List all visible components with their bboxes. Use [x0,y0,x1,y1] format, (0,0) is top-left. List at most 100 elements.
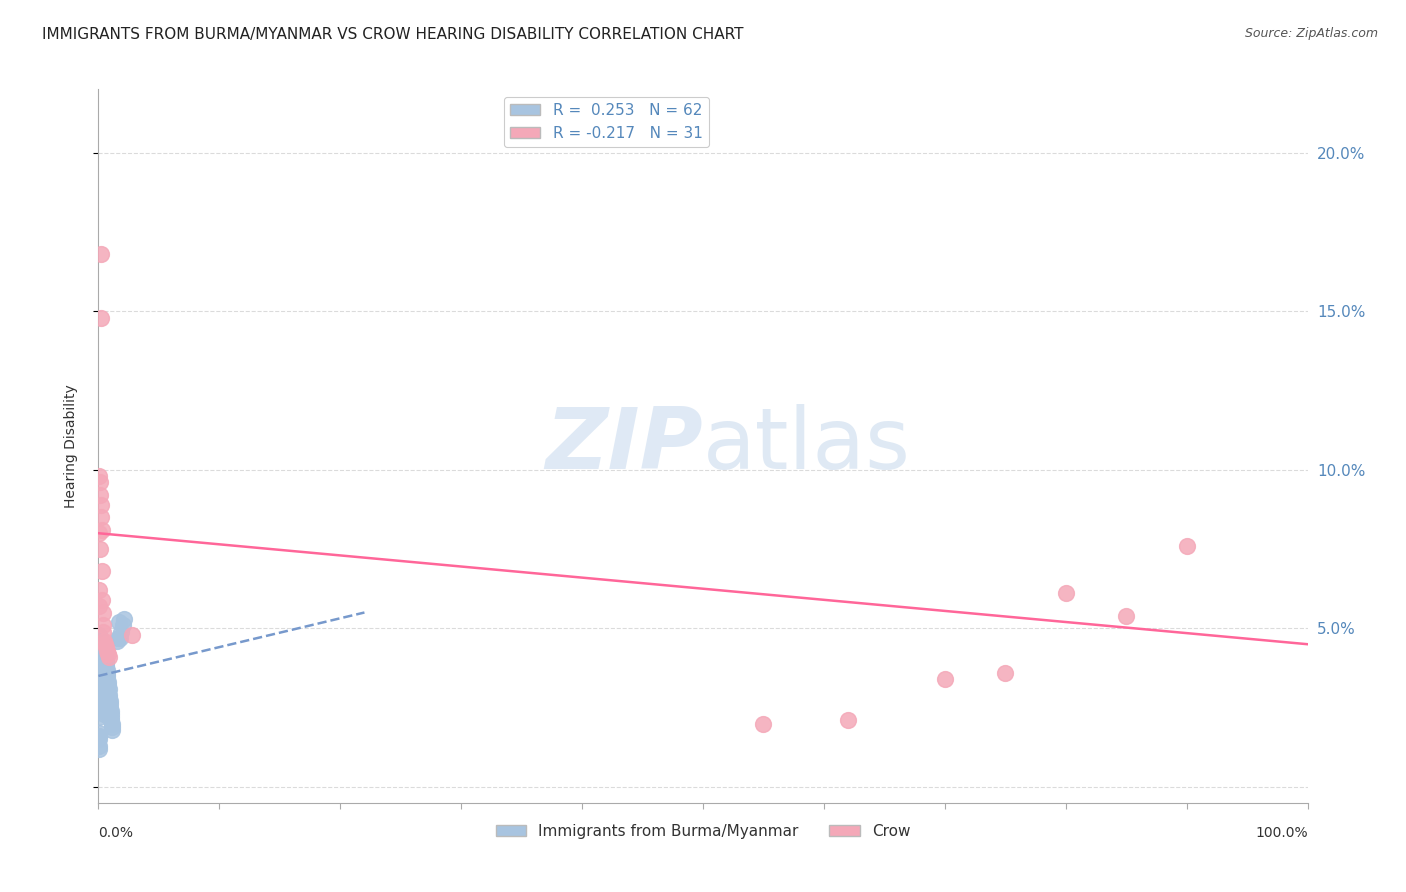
Point [98,691,121,706]
Point [100,716,122,731]
Point [89,628,111,642]
Point [90,310,112,325]
Point [89,649,111,664]
Point [93,634,115,648]
Point [97,675,120,690]
Text: ZIP: ZIP [546,404,703,488]
Point [108,615,131,629]
Point [837,714,859,728]
Point [98,649,121,664]
Point [89,488,111,502]
Point [91,592,114,607]
Point [87,583,110,598]
Point [91,618,114,632]
Point [90,498,112,512]
Point [89,657,111,671]
Text: atlas: atlas [703,404,911,488]
Point [96,663,118,677]
Text: IMMIGRANTS FROM BURMA/MYANMAR VS CROW HEARING DISABILITY CORRELATION CHART: IMMIGRANTS FROM BURMA/MYANMAR VS CROW HE… [42,27,744,42]
Point [101,723,124,737]
Point [90,675,112,690]
Y-axis label: Hearing Disability: Hearing Disability [63,384,77,508]
Point [93,706,115,721]
Point [87,739,110,753]
Point [93,647,115,661]
Point [94,659,117,673]
Point [91,694,114,708]
Point [100,710,122,724]
Text: Source: ZipAtlas.com: Source: ZipAtlas.com [1244,27,1378,40]
Point [90,678,112,692]
Point [89,475,111,490]
Point [89,665,111,680]
Point [1115,608,1137,623]
Point [89,631,111,645]
Point [90,510,112,524]
Point [90,247,112,261]
Point [94,649,117,664]
Point [90,669,112,683]
Point [89,469,111,483]
Point [752,716,775,731]
Point [98,700,121,714]
Point [994,665,1017,680]
Point [97,678,120,692]
Point [97,647,120,661]
Point [89,732,111,747]
Point [87,742,110,756]
Point [97,685,120,699]
Point [101,720,124,734]
Point [89,637,111,651]
Point [94,643,117,657]
Point [98,694,121,708]
Point [87,643,110,657]
Point [91,698,114,712]
Point [96,665,118,680]
Point [91,523,114,537]
Point [96,672,118,686]
Point [90,564,112,578]
Point [94,637,117,651]
Point [87,710,110,724]
Point [110,624,132,639]
Point [100,706,122,721]
Point [112,612,135,626]
Point [93,700,115,714]
Point [89,634,111,648]
Text: 0.0%: 0.0% [98,826,134,840]
Point [91,681,114,696]
Point [90,685,112,699]
Point [93,640,115,655]
Legend: R =  0.253   N = 62, R = -0.217   N = 31: R = 0.253 N = 62, R = -0.217 N = 31 [503,97,709,146]
Point [1175,539,1198,553]
Point [87,526,110,541]
Point [97,681,120,696]
Point [87,599,110,614]
Point [91,688,114,702]
Point [93,624,115,639]
Point [89,542,111,557]
Point [90,672,112,686]
Point [96,657,118,671]
Point [98,698,121,712]
Point [107,631,129,645]
Point [93,704,115,718]
Point [89,659,111,673]
Point [1054,586,1077,600]
Point [934,672,956,686]
Point [100,714,122,728]
Point [108,631,131,645]
Point [87,729,110,743]
Point [91,606,114,620]
Text: 100.0%: 100.0% [1256,826,1308,840]
Point [105,634,128,648]
Point [94,653,117,667]
Point [111,618,134,632]
Point [98,688,121,702]
Point [96,669,118,683]
Point [100,704,122,718]
Point [121,628,143,642]
Point [87,726,110,740]
Point [94,640,117,655]
Point [91,691,114,706]
